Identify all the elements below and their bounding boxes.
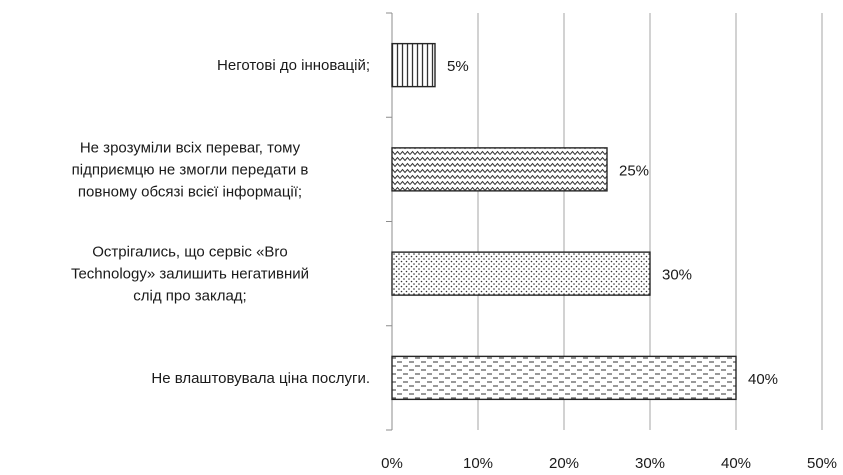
x-tick-label: 30% [635,455,665,472]
x-tick-label: 40% [721,455,751,472]
x-tick-label: 50% [807,455,837,472]
bar-2 [391,147,608,192]
x-tick-label: 20% [549,455,579,472]
data-label: 5% [447,58,469,75]
bar-4 [391,355,737,401]
category-label: Не влаштовувала ціна послуги. [151,370,370,387]
data-label: 40% [748,371,778,388]
bars [391,42,737,401]
labels: 0% 10% 20% 30% 40% 50% 5% Неготові до інновацій… [71,57,837,472]
category-label: Неготові до інновацій; [217,57,370,74]
category-label: Не зрозуміли всіх переваг, тому підприємц… [72,139,309,200]
bar-3 [391,251,651,296]
x-tick-label: 10% [463,455,493,472]
category-axis [386,12,393,431]
category-label: Острігались, що сервіс «Bro Technology» з… [71,244,309,305]
data-label: 30% [662,267,692,284]
x-tick-label: 0% [381,455,403,472]
data-label: 25% [619,162,649,179]
bar-1 [391,42,436,88]
